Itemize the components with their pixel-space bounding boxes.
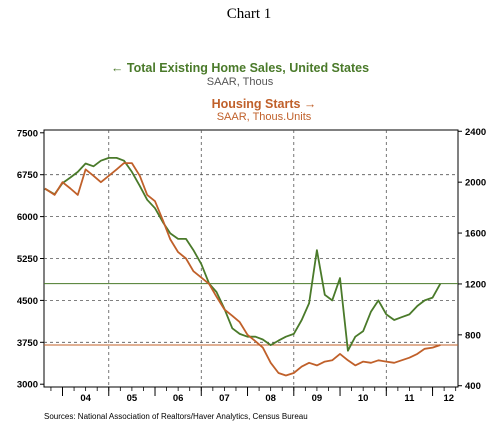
left-tick-label: 6000 xyxy=(17,212,38,223)
left-tick-label: 3750 xyxy=(17,338,38,349)
series-line-housing-starts xyxy=(44,162,441,377)
x-tick-label: 08 xyxy=(265,393,276,404)
right-tick-label: 1200 xyxy=(465,279,486,290)
legend-existing-home-sales-units: SAAR, Thous xyxy=(207,76,274,88)
x-tick-label: 05 xyxy=(127,393,138,404)
left-tick-label: 6750 xyxy=(17,170,38,181)
legend-housing-starts: Housing Starts → xyxy=(212,97,317,111)
chart-title: Chart 1 xyxy=(226,6,272,22)
x-tick-label: 06 xyxy=(173,393,184,404)
right-tick-label: 1600 xyxy=(465,229,486,240)
legend-existing-home-sales: ← Total Existing Home Sales, United Stat… xyxy=(111,61,369,75)
right-tick-label: 2400 xyxy=(465,127,486,138)
x-tick-label: 09 xyxy=(312,393,323,404)
left-tick-label: 5250 xyxy=(17,254,38,265)
series-line-existing-home-sales xyxy=(44,156,442,352)
grid-lines xyxy=(44,130,458,387)
source-note: Sources: National Association of Realtor… xyxy=(44,412,308,421)
series-lines xyxy=(44,156,442,377)
right-tick-label: 800 xyxy=(465,330,481,341)
x-tick-label: 12 xyxy=(443,393,454,404)
left-tick-label: 4500 xyxy=(17,296,38,307)
x-tick-label: 04 xyxy=(80,393,91,404)
legend-housing-starts-units: SAAR, Thous.Units xyxy=(217,111,312,123)
x-tick-label: 07 xyxy=(219,393,230,404)
right-tick-label: 2000 xyxy=(465,178,486,189)
x-tick-label: 11 xyxy=(404,393,415,404)
reference-lines xyxy=(44,283,458,346)
left-tick-label: 3000 xyxy=(17,380,38,391)
axis-ticks: 3000 3750 4500 5250 6000 6750 7500 400 800 1200 16… xyxy=(17,127,486,404)
x-tick-label: 10 xyxy=(358,393,369,404)
right-tick-label: 400 xyxy=(465,381,481,392)
left-tick-label: 7500 xyxy=(17,128,38,139)
